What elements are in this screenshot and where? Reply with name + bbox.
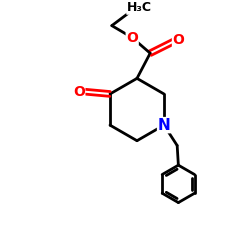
Text: O: O: [73, 84, 85, 98]
Text: N: N: [158, 118, 170, 133]
Text: O: O: [172, 33, 184, 47]
Text: H₃C: H₃C: [127, 1, 152, 14]
Text: O: O: [126, 30, 138, 44]
